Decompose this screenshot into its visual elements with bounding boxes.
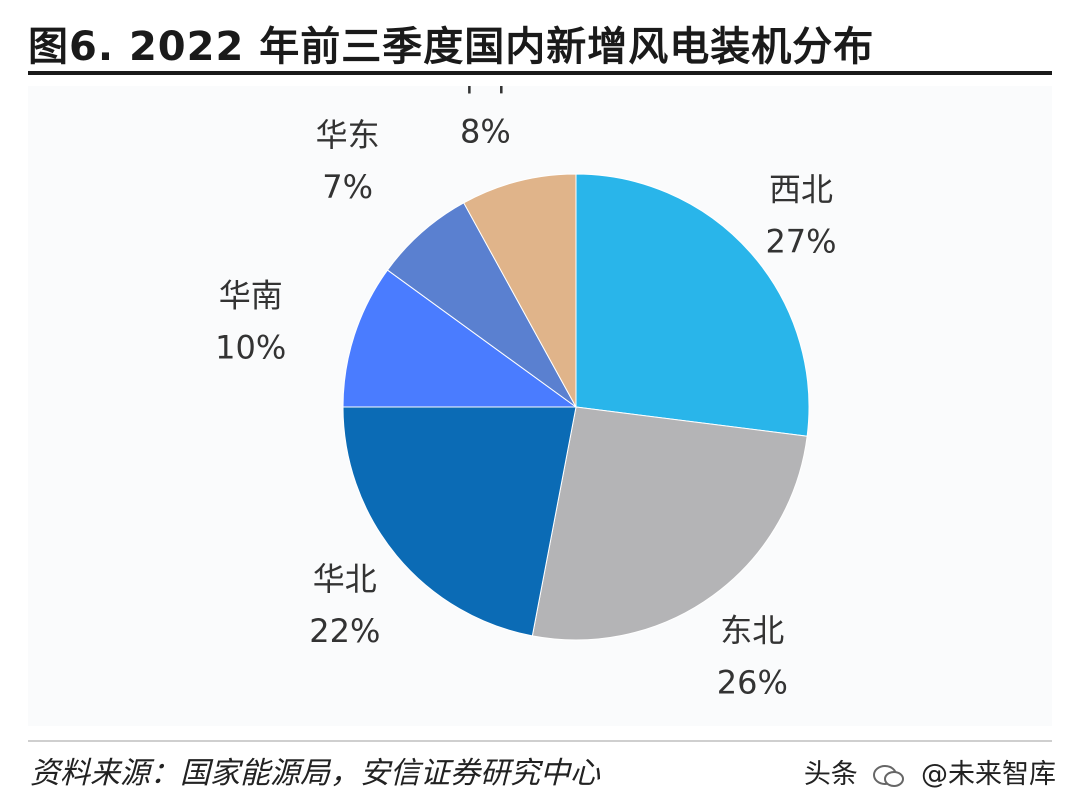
watermark: 头条 @未来智库 bbox=[804, 752, 1056, 791]
slice-label-4: 华南 bbox=[219, 276, 283, 314]
slice-value-2: 26% bbox=[717, 664, 788, 702]
slice-label-2: 东北 bbox=[720, 612, 784, 650]
slice-value-3: 22% bbox=[309, 612, 380, 650]
wechat-icon bbox=[873, 764, 905, 787]
slice-value-1: 27% bbox=[765, 223, 836, 261]
pie-slice-2 bbox=[531, 406, 808, 641]
chart-area: 西北 27% 东北 26% 华北 22% 华南 10% 华东 7% 华中 8% bbox=[28, 86, 1052, 726]
pie-labels: 西北 27% 东北 26% 华北 22% 华南 10% 华东 7% 华中 8% bbox=[215, 86, 836, 702]
source-note: 资料来源：国家能源局，安信证券研究中心 bbox=[30, 756, 600, 791]
chart-title: 图6. 2022 年前三季度国内新增风电装机分布 bbox=[28, 24, 875, 70]
title-divider bbox=[28, 71, 1052, 75]
slice-label-5: 华东 bbox=[316, 116, 380, 154]
pie-slices bbox=[342, 173, 810, 641]
pie-chart: 西北 27% 东北 26% 华北 22% 华南 10% 华东 7% 华中 8% bbox=[215, 86, 836, 702]
watermark-platform: 头条 bbox=[803, 759, 858, 790]
slice-label-6: 华中 bbox=[453, 86, 517, 98]
slice-label-3: 华北 bbox=[313, 560, 377, 598]
pie-slice-1 bbox=[575, 173, 810, 437]
pie-slice-6 bbox=[463, 173, 577, 408]
pie-slice-4 bbox=[342, 269, 578, 408]
pie-slice-3 bbox=[342, 406, 577, 637]
slice-value-4: 10% bbox=[215, 328, 286, 366]
slice-value-5: 7% bbox=[322, 168, 373, 206]
slice-label-1: 西北 bbox=[769, 171, 833, 209]
slice-value-6: 8% bbox=[460, 112, 511, 150]
pie-slice-5 bbox=[386, 202, 577, 408]
watermark-handle: @未来智库 bbox=[921, 759, 1056, 790]
footer-divider bbox=[28, 740, 1052, 742]
